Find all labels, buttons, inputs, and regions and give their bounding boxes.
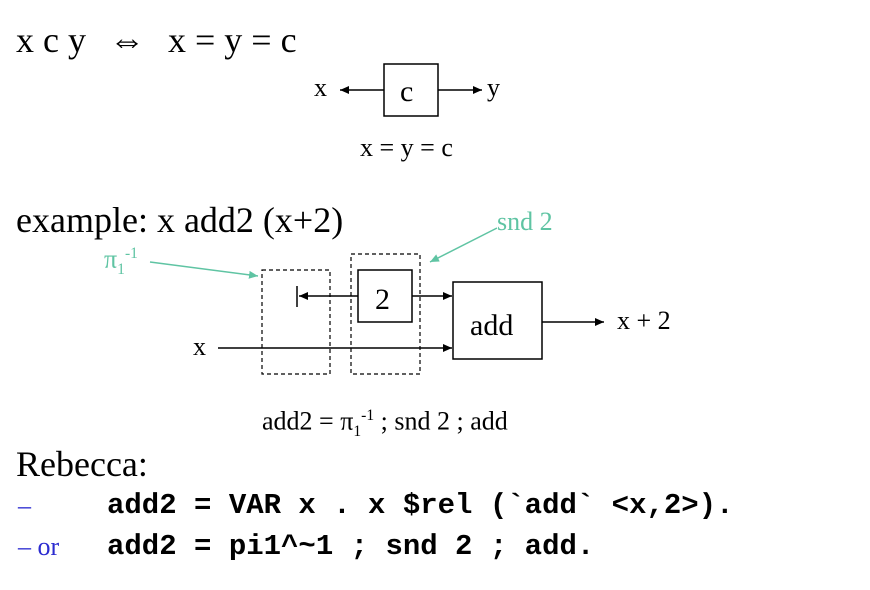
rebecca-code-line-1: add2 = VAR x . x $rel (`add` <x,2>). bbox=[107, 489, 734, 522]
pi-subscript: 1 bbox=[117, 260, 125, 278]
diagram1-y-label: y bbox=[487, 73, 500, 102]
bullet-dash-or: – or bbox=[18, 532, 60, 561]
snd-label: snd 2 bbox=[497, 207, 553, 236]
relation-rhs: x = y = c bbox=[167, 20, 297, 60]
diagram1-caption: x = y = c bbox=[360, 133, 453, 162]
pi-inverse-label: π1-1 bbox=[104, 240, 138, 284]
iff-symbol: ⇔ bbox=[108, 20, 145, 60]
rebecca-title: Rebecca: bbox=[16, 444, 148, 484]
rebecca-code-line-2: add2 = pi1^~1 ; snd 2 ; add. bbox=[107, 530, 595, 563]
diagram1-box-label: c bbox=[400, 75, 414, 108]
diagram1-x-label: x bbox=[314, 73, 327, 102]
snd-dashed-box bbox=[350, 253, 421, 375]
example-x-label: x bbox=[193, 332, 206, 361]
pi-pointer-arrow bbox=[149, 261, 259, 279]
def-prefix: add2 = π bbox=[262, 406, 354, 436]
add-box-label: add bbox=[470, 309, 514, 342]
pi-symbol: π bbox=[104, 244, 118, 274]
add2-definition: add2 = π1-1 ; snd 2 ; add bbox=[262, 402, 508, 446]
def-subscript: 1 bbox=[353, 422, 362, 440]
relation-definition: x c y ⇔ x = y = c bbox=[16, 20, 297, 60]
def-superscript: -1 bbox=[361, 407, 375, 424]
add-box bbox=[452, 281, 543, 360]
constant-2-label: 2 bbox=[375, 283, 390, 316]
snd-pointer-arrow bbox=[429, 227, 498, 263]
def-suffix: ; snd 2 ; add bbox=[374, 406, 508, 436]
relation-lhs: x c y bbox=[16, 20, 86, 60]
output-label: x + 2 bbox=[617, 306, 671, 335]
pi-inverse-dashed-box bbox=[261, 269, 331, 375]
bullet-dash-1: – bbox=[18, 491, 31, 520]
pi-superscript: -1 bbox=[124, 245, 138, 262]
example-title: example: x add2 (x+2) bbox=[16, 200, 344, 240]
